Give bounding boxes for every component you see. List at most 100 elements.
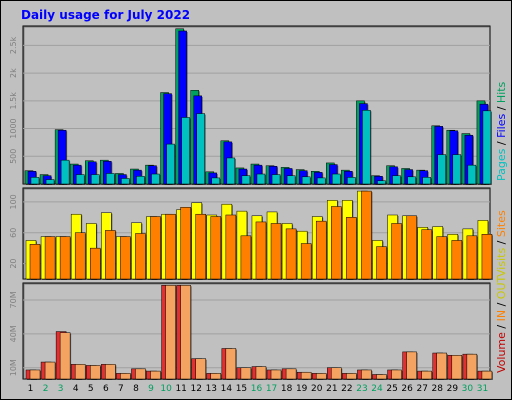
daily-visits-bar-sites-day-1: [29, 244, 41, 280]
daily-volume-panel: [22, 282, 491, 380]
legend-visits-sites: Visits / Sites: [495, 210, 508, 277]
day-label: 17: [266, 384, 277, 394]
day-label: 18: [281, 384, 293, 394]
daily-requests-bar-pages-day-13: [211, 177, 221, 185]
legend-entry-files: Files: [495, 113, 508, 138]
daily-visits-bar-sites-day-6: [105, 230, 116, 280]
day-label: 21: [326, 384, 337, 394]
daily-volume-bar-in-day-31: [481, 370, 493, 380]
daily-visits-bar-sites-day-29: [451, 240, 463, 280]
daily-requests-tick-label: 2k: [9, 68, 18, 78]
daily-volume-bar-in-day-8: [135, 368, 146, 380]
day-label: 19: [296, 384, 308, 394]
daily-visits-bar-sites-day-22: [346, 217, 357, 280]
daily-visits-bar-sites-day-17: [270, 223, 282, 280]
day-label: 30: [462, 384, 474, 394]
daily-volume-bar-in-day-18: [285, 368, 297, 380]
legend-separator: /: [495, 299, 508, 310]
day-label: 20: [311, 384, 323, 394]
daily-volume-bar-in-day-15: [240, 367, 252, 380]
daily-volume-bar-in-day-19: [300, 371, 312, 380]
legend-entry-hits: Hits: [495, 81, 508, 104]
daily-visits-bar-sites-day-10: [165, 213, 176, 280]
daily-volume-bar-in-day-11: [180, 285, 191, 380]
daily-visits-tick-label: 60: [9, 228, 18, 238]
daily-volume-tick-label: 70M: [9, 291, 18, 308]
daily-requests-bar-pages-day-2: [45, 179, 55, 185]
legend-entry-sites: Sites: [495, 210, 508, 238]
daily-visits-bar-sites-day-9: [150, 216, 161, 280]
legend-separator: /: [495, 237, 508, 248]
day-label: 23: [356, 384, 367, 394]
daily-volume-bar-in-day-22: [346, 373, 357, 380]
daily-volume-bar-in-day-1: [29, 369, 41, 380]
daily-visits-bar-sites-day-4: [74, 232, 86, 280]
day-label: 22: [341, 384, 352, 394]
day-label: 13: [206, 384, 217, 394]
daily-volume-bar-in-day-6: [105, 364, 116, 380]
day-label: 3: [58, 384, 64, 394]
daily-visits-bar-sites-day-28: [436, 236, 447, 280]
daily-volume-bar-in-day-4: [74, 364, 86, 380]
legend-entry-out: OUT: [495, 275, 508, 300]
day-label: 4: [73, 384, 79, 394]
day-label: 29: [447, 384, 459, 394]
daily-volume-bar-in-day-27: [421, 370, 432, 380]
daily-visits-bar-sites-day-18: [285, 228, 297, 280]
legend-entry-visits: Visits: [495, 247, 508, 277]
day-label: 1: [28, 384, 34, 394]
daily-requests-bar-pages-day-1: [30, 177, 40, 185]
daily-volume-bar-in-day-26: [406, 351, 417, 380]
legend-entry-pages: Pages: [495, 148, 508, 181]
daily-requests-bar-pages-day-4: [75, 174, 85, 185]
daily-requests-tick-label: 2.5k: [9, 36, 18, 54]
daily-requests-bar-pages-day-27: [422, 177, 431, 185]
daily-visits-bar-sites-day-24: [376, 246, 387, 280]
day-label: 5: [88, 384, 94, 394]
day-label: 8: [133, 384, 139, 394]
daily-requests-bar-pages-day-18: [286, 175, 296, 185]
daily-visits-tick-label: 100: [9, 194, 18, 209]
daily-volume-bar-in-day-2: [44, 361, 56, 380]
day-label: 26: [401, 384, 413, 394]
daily-requests-bar-pages-day-30: [467, 164, 477, 185]
day-label: 9: [148, 384, 154, 394]
daily-visits-bar-sites-day-26: [406, 215, 417, 280]
daily-requests-bar-pages-day-6: [106, 173, 115, 185]
daily-requests-bar-pages-day-31: [482, 110, 492, 185]
daily-volume-bar-in-day-29: [451, 355, 463, 380]
daily-requests-bar-pages-day-25: [392, 175, 401, 185]
daily-volume-bar-in-day-7: [120, 373, 131, 380]
day-label: 7: [118, 384, 124, 394]
daily-volume-bar-in-day-17: [270, 369, 282, 380]
daily-visits-bar-sites-day-2: [44, 236, 56, 280]
daily-volume-bar-in-day-9: [150, 370, 161, 380]
daily-volume-bar-in-day-12: [195, 358, 206, 380]
daily-visits-bar-sites-day-20: [315, 220, 327, 280]
day-label: 11: [175, 384, 186, 394]
daily-visits-bar-sites-day-14: [225, 214, 237, 280]
daily-volume-bar-in-day-24: [376, 374, 387, 380]
day-label: 31: [477, 384, 488, 394]
daily-visits-bar-sites-day-11: [180, 207, 191, 280]
daily-visits-bar-sites-day-27: [421, 229, 432, 280]
daily-requests-bar-pages-day-15: [241, 175, 251, 185]
daily-requests-panel: [22, 25, 491, 185]
daily-requests-bar-pages-day-12: [196, 113, 205, 185]
day-label: 2: [43, 384, 49, 394]
day-label: 6: [103, 384, 109, 394]
daily-visits-bar-sites-day-3: [59, 236, 71, 280]
daily-requests-bar-pages-day-14: [226, 157, 236, 185]
day-label: 14: [221, 384, 233, 394]
legend-pages-files-hits: Pages / Files / Hits: [495, 82, 508, 181]
daily-visits-bar-sites-day-23: [361, 190, 372, 280]
daily-volume-bar-in-day-13: [210, 373, 222, 380]
day-label: 24: [371, 384, 383, 394]
legend-separator: /: [495, 103, 508, 114]
daily-requests-bar-pages-day-16: [256, 173, 266, 185]
legend-separator: /: [495, 137, 508, 149]
day-label: 15: [236, 384, 247, 394]
daily-volume-bar-in-day-10: [165, 285, 176, 380]
